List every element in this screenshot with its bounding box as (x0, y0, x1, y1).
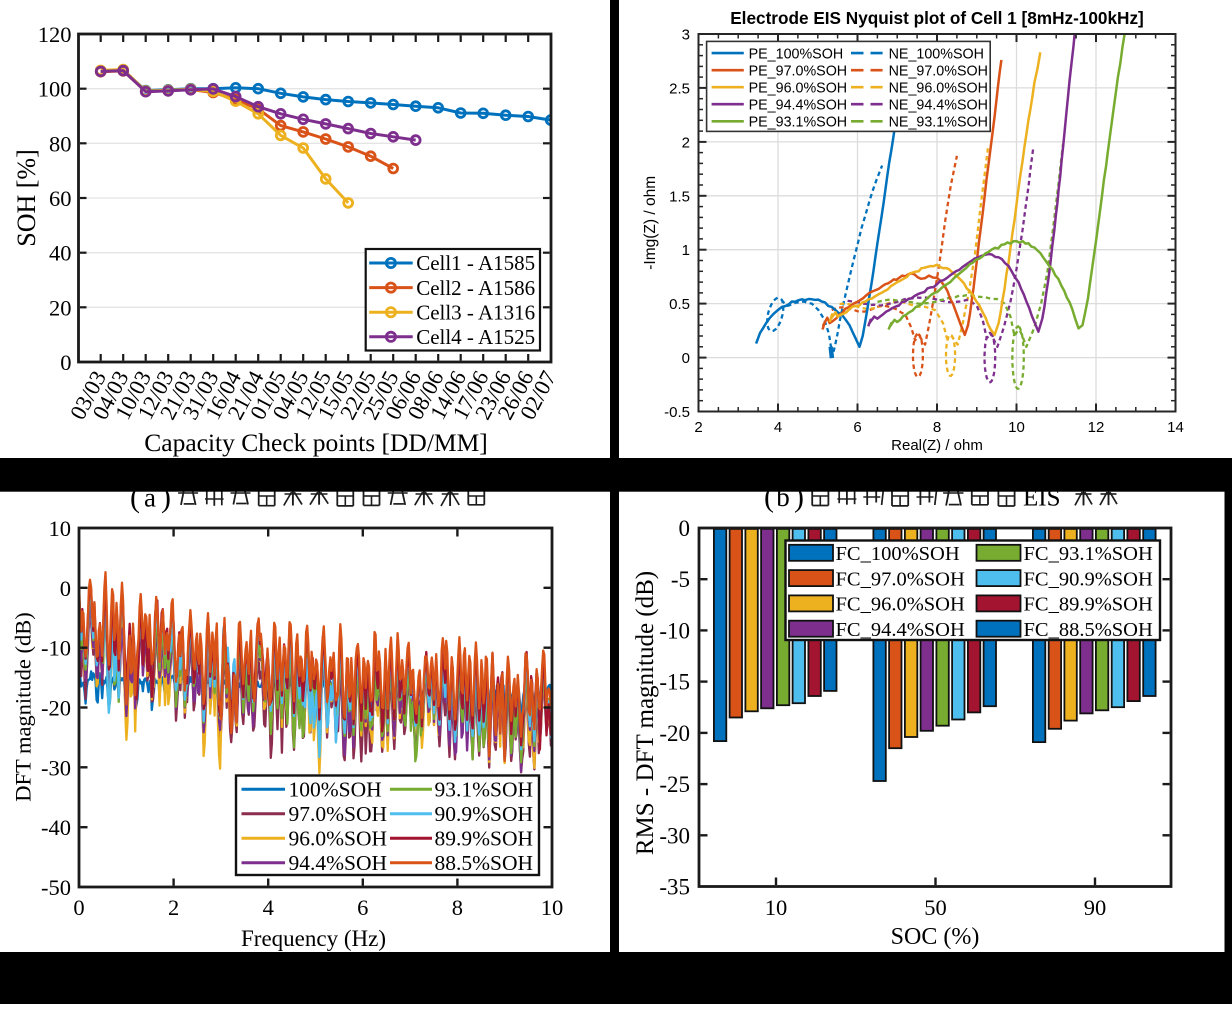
svg-text:Electrode EIS Nyquist plot of: Electrode EIS Nyquist plot of Cell 1 [8m… (730, 8, 1144, 28)
svg-text:1: 1 (682, 242, 690, 259)
svg-text:90.9%SOH: 90.9%SOH (435, 802, 534, 826)
svg-text:4: 4 (774, 419, 782, 436)
svg-text:NE_93.1%SOH: NE_93.1%SOH (889, 115, 988, 131)
svg-text:DFT magnitude (dB): DFT magnitude (dB) (11, 612, 36, 802)
svg-text:3: 3 (682, 27, 690, 44)
svg-text:Cell3 - A1316: Cell3 - A1316 (416, 300, 535, 324)
svg-text:89.9%SOH: 89.9%SOH (435, 827, 534, 851)
svg-text:FC_94.4%SOH: FC_94.4%SOH (836, 619, 965, 641)
svg-text:100%SOH: 100%SOH (289, 778, 382, 802)
svg-text:8: 8 (452, 895, 463, 920)
svg-text:97.0%SOH: 97.0%SOH (289, 802, 388, 826)
svg-text:-25: -25 (659, 772, 690, 797)
svg-text:-10: -10 (659, 618, 690, 643)
svg-text:100: 100 (38, 77, 72, 102)
svg-text:120: 120 (38, 22, 72, 47)
svg-text:40: 40 (49, 241, 72, 266)
svg-text:FC_100%SOH: FC_100%SOH (836, 543, 960, 565)
svg-text:-50: -50 (41, 875, 71, 900)
svg-text:PE_93.1%SOH: PE_93.1%SOH (749, 115, 848, 131)
svg-text:-0.5: -0.5 (664, 404, 690, 421)
svg-text:20: 20 (49, 295, 72, 320)
svg-text:FC_97.0%SOH: FC_97.0%SOH (836, 568, 965, 590)
svg-text:Cell2 - A1586: Cell2 - A1586 (416, 276, 535, 300)
svg-text:PE_97.0%SOH: PE_97.0%SOH (749, 63, 848, 79)
svg-text:2: 2 (168, 895, 179, 920)
svg-text:14: 14 (1167, 419, 1184, 436)
svg-text:-20: -20 (41, 696, 71, 721)
svg-text:93.1%SOH: 93.1%SOH (435, 778, 534, 802)
svg-text:2: 2 (694, 419, 702, 436)
svg-text:FC_93.1%SOH: FC_93.1%SOH (1024, 543, 1153, 565)
svg-text:FC_96.0%SOH: FC_96.0%SOH (836, 594, 965, 616)
svg-text:PE_94.4%SOH: PE_94.4%SOH (749, 98, 848, 114)
svg-text:Cell1 - A1585: Cell1 - A1585 (416, 251, 535, 275)
svg-text:Cell4 - A1525: Cell4 - A1525 (416, 325, 535, 349)
svg-text:0.5: 0.5 (669, 296, 690, 313)
svg-text:SOH [%]: SOH [%] (12, 149, 41, 247)
svg-text:-Img(Z) / ohm: -Img(Z) / ohm (642, 176, 659, 270)
svg-text:6: 6 (853, 419, 861, 436)
svg-text:NE_96.0%SOH: NE_96.0%SOH (889, 80, 988, 96)
svg-text:0: 0 (60, 350, 71, 375)
svg-text:-20: -20 (659, 721, 690, 746)
svg-text:0: 0 (682, 350, 690, 367)
svg-text:10: 10 (765, 895, 788, 920)
svg-text:-30: -30 (41, 755, 71, 780)
svg-text:Real(Z) / ohm: Real(Z) / ohm (891, 437, 983, 454)
svg-text:4: 4 (263, 895, 274, 920)
svg-text:2: 2 (682, 134, 690, 151)
svg-text:0: 0 (73, 895, 84, 920)
svg-text:PE_96.0%SOH: PE_96.0%SOH (749, 80, 848, 96)
svg-text:Capacity Check points [DD/MM]: Capacity Check points [DD/MM] (144, 428, 488, 457)
svg-text:90: 90 (1084, 895, 1107, 920)
svg-text:-15: -15 (659, 670, 690, 695)
svg-text:88.5%SOH: 88.5%SOH (435, 851, 534, 875)
svg-text:6: 6 (357, 895, 368, 920)
svg-text:10: 10 (1008, 419, 1025, 436)
svg-text:50: 50 (924, 895, 947, 920)
svg-text:12: 12 (1088, 419, 1105, 436)
svg-text:SOC (%): SOC (%) (891, 924, 980, 950)
svg-text:FC_90.9%SOH: FC_90.9%SOH (1024, 568, 1153, 590)
svg-text:RMS - DFT magnitude (dB): RMS - DFT magnitude (dB) (632, 571, 659, 855)
svg-text:-5: -5 (671, 567, 690, 592)
svg-text:-35: -35 (659, 875, 690, 900)
svg-text:PE_100%SOH: PE_100%SOH (749, 46, 844, 62)
svg-text:94.4%SOH: 94.4%SOH (289, 851, 388, 875)
svg-text:10: 10 (49, 516, 72, 541)
svg-text:96.0%SOH: 96.0%SOH (289, 827, 388, 851)
svg-text:8: 8 (933, 419, 941, 436)
svg-text:60: 60 (49, 186, 72, 211)
svg-text:FC_88.5%SOH: FC_88.5%SOH (1024, 619, 1153, 641)
svg-text:80: 80 (49, 131, 72, 156)
svg-text:10: 10 (541, 895, 564, 920)
svg-text:0: 0 (679, 516, 691, 541)
svg-text:Frequency (Hz): Frequency (Hz) (241, 926, 386, 951)
svg-text:0: 0 (60, 576, 71, 601)
svg-text:-40: -40 (41, 815, 71, 840)
svg-text:NE_100%SOH: NE_100%SOH (889, 46, 984, 62)
svg-text:-30: -30 (659, 823, 690, 848)
svg-text:-10: -10 (41, 636, 71, 661)
svg-text:2.5: 2.5 (669, 80, 690, 97)
svg-text:NE_94.4%SOH: NE_94.4%SOH (889, 98, 988, 114)
svg-text:1.5: 1.5 (669, 188, 690, 205)
svg-text:FC_89.9%SOH: FC_89.9%SOH (1024, 594, 1153, 616)
svg-text:NE_97.0%SOH: NE_97.0%SOH (889, 63, 988, 79)
